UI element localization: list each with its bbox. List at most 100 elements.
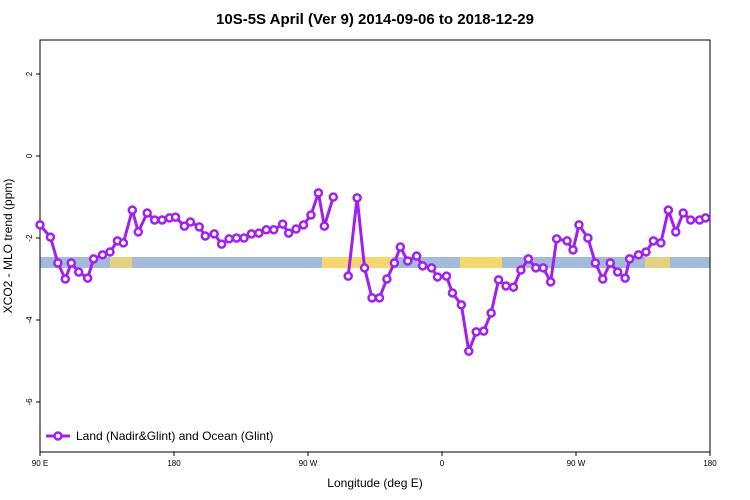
data-point [352,193,362,203]
data-point [246,229,257,239]
data-point [185,217,196,227]
band-land [460,257,502,268]
legend-label: Land (Nadir&Glint) and Ocean (Glint) [76,429,273,443]
data-point [105,247,115,257]
data-point [508,282,519,292]
data-point [157,215,167,225]
data-point [612,267,623,277]
surface-band [40,257,710,268]
data-point [700,213,711,223]
data-point [367,293,377,303]
data-point [88,254,99,264]
legend-marker [53,431,63,441]
x-tick-label: 90 W [567,459,586,468]
data-point [194,222,205,232]
data-point [523,254,534,264]
data-point [656,238,666,248]
x-tick-label: 0 [440,459,445,468]
data-point [298,220,309,230]
data-point [382,274,392,284]
data-point [538,263,548,273]
data-point [319,221,330,231]
data-point [142,208,152,218]
x-tick-label: 180 [703,459,717,468]
plot-frame [39,39,711,453]
data-point [200,231,211,241]
data-point [224,234,234,244]
data-point [685,215,696,225]
data-point [395,242,406,252]
data-point [73,267,84,277]
data-point [678,208,688,218]
data-point [432,272,443,282]
data-point [35,220,45,230]
data-point [45,232,56,242]
data-point [633,250,644,260]
x-axis-label: Longitude (deg E) [327,476,422,490]
y-tick-label: -2 [25,234,34,242]
data-point [53,258,63,268]
data-point [624,254,635,264]
x-tick-label: 90 E [32,459,48,468]
data-point [501,281,511,291]
y-axis-label: XCO2 - MLO trend (ppm) [1,179,15,314]
data-point [277,219,288,229]
data-point [97,250,108,260]
y-tick-label: -4 [25,316,34,324]
data-point [291,224,301,234]
data-point [411,251,422,261]
data-point [179,221,190,231]
data-point [441,271,452,281]
data-point [133,227,144,237]
y-tick-label: -6 [25,398,34,406]
data-point [209,229,219,239]
data-point [417,261,428,271]
data-point [343,271,353,281]
data-point [493,275,504,285]
data-point [359,263,370,273]
data-point [313,188,324,198]
data-point [389,258,400,268]
data-point [478,326,489,336]
data-point [447,288,458,298]
data-point [269,225,279,235]
band-land [322,257,392,268]
data-point [641,247,651,257]
data-point [254,228,264,238]
data-point [545,277,556,287]
data-point [170,212,181,222]
data-point [531,263,541,273]
data-point [551,234,562,244]
data-point [118,238,129,248]
data-point [562,236,572,246]
data-point [261,225,272,235]
data-point [239,233,249,243]
data-point [66,258,77,268]
data-point [605,258,615,268]
data-point [127,205,138,215]
data-point [456,300,467,310]
data-point [574,220,584,230]
data-point [374,293,385,303]
y-tick-label: 2 [25,71,34,76]
x-tick-label: 90 W [299,459,318,468]
data-point [306,210,316,220]
data-point [426,263,437,273]
data-point [464,346,474,356]
data-point [403,256,413,266]
x-tick-label: 180 [167,459,181,468]
data-point [82,273,93,283]
data-point [283,228,294,238]
chart-title: 10S-5S April (Ver 9) 2014-09-06 to 2018-… [216,11,534,28]
data-point [516,265,526,275]
band-land [645,257,670,268]
data-point [590,258,601,268]
data-point [663,205,674,215]
data-point [671,227,681,237]
y-tick-label: 0 [25,153,34,158]
data-point [231,233,242,243]
band-land [110,257,132,268]
data-point [583,233,593,243]
